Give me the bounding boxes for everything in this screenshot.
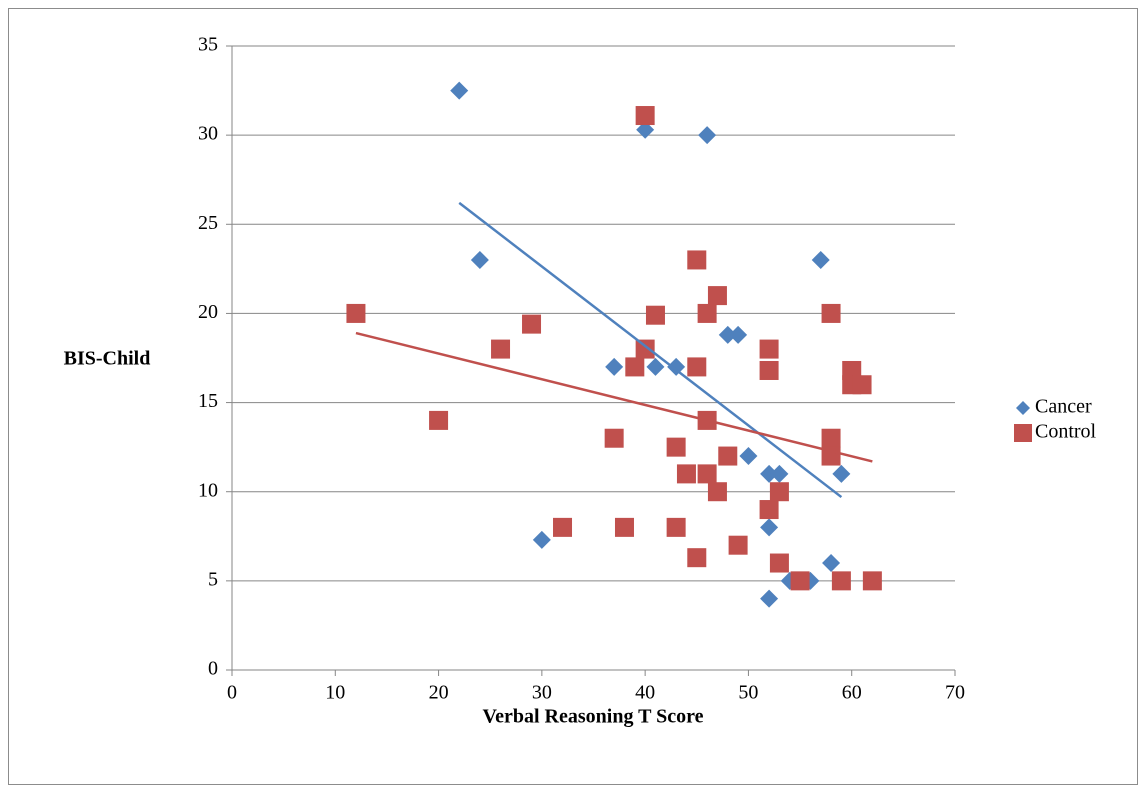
point	[698, 126, 717, 145]
point	[770, 464, 789, 483]
x-tick-label: 0	[227, 682, 237, 704]
point	[822, 554, 841, 573]
point	[614, 517, 634, 537]
point	[697, 464, 717, 484]
point	[862, 571, 882, 591]
point	[821, 303, 841, 323]
point	[842, 360, 862, 380]
point	[470, 250, 489, 269]
point	[769, 482, 789, 502]
point	[718, 446, 738, 466]
x-tick-label: 10	[325, 682, 345, 704]
point	[687, 548, 707, 568]
point	[852, 375, 872, 395]
point	[625, 357, 645, 377]
point	[760, 464, 779, 483]
point	[532, 530, 551, 549]
point	[605, 357, 624, 376]
point	[821, 428, 841, 448]
point	[429, 410, 449, 430]
y-tick-label: 5	[208, 568, 218, 590]
trendline	[458, 201, 843, 499]
point	[729, 325, 748, 344]
point	[687, 250, 707, 270]
point	[676, 464, 696, 484]
point	[831, 571, 851, 591]
x-axis-title: Verbal Reasoning T Score	[483, 706, 704, 728]
point	[769, 553, 789, 573]
point	[491, 339, 511, 359]
point	[718, 325, 737, 344]
trendline	[355, 331, 873, 463]
point	[832, 464, 851, 483]
point	[759, 360, 779, 380]
x-tick-label: 50	[738, 682, 758, 704]
point	[739, 447, 758, 466]
point	[553, 517, 573, 537]
point	[604, 428, 624, 448]
x-tick-label: 70	[945, 682, 965, 704]
point	[635, 339, 655, 359]
legend-label: Control	[1035, 421, 1097, 443]
point	[450, 81, 469, 100]
legend-marker	[1014, 424, 1032, 442]
y-axis-title: BIS-Child	[64, 348, 151, 370]
point	[666, 437, 686, 457]
point	[645, 305, 665, 325]
point	[728, 535, 748, 555]
point	[666, 517, 686, 537]
point	[687, 357, 707, 377]
point	[697, 303, 717, 323]
y-tick-label: 10	[198, 479, 218, 501]
point	[646, 357, 665, 376]
y-tick-label: 15	[198, 390, 218, 412]
x-tick-label: 20	[429, 682, 449, 704]
y-tick-label: 30	[198, 123, 218, 145]
point	[636, 120, 655, 139]
point	[635, 106, 655, 126]
point	[759, 500, 779, 520]
point	[707, 482, 727, 502]
point	[760, 589, 779, 608]
x-tick-label: 40	[635, 682, 655, 704]
point	[346, 303, 366, 323]
point	[522, 314, 542, 334]
chart-border	[8, 8, 1138, 785]
legend-label: Cancer	[1035, 396, 1092, 418]
point	[760, 518, 779, 537]
x-tick-label: 60	[842, 682, 862, 704]
x-tick-label: 30	[532, 682, 552, 704]
point	[811, 250, 830, 269]
y-tick-label: 0	[208, 658, 218, 680]
y-tick-label: 20	[198, 301, 218, 323]
y-tick-label: 35	[198, 34, 218, 56]
legend-marker	[1016, 401, 1030, 415]
point	[707, 286, 727, 306]
point	[759, 339, 779, 359]
y-tick-label: 25	[198, 212, 218, 234]
point	[667, 357, 686, 376]
point	[790, 571, 810, 591]
